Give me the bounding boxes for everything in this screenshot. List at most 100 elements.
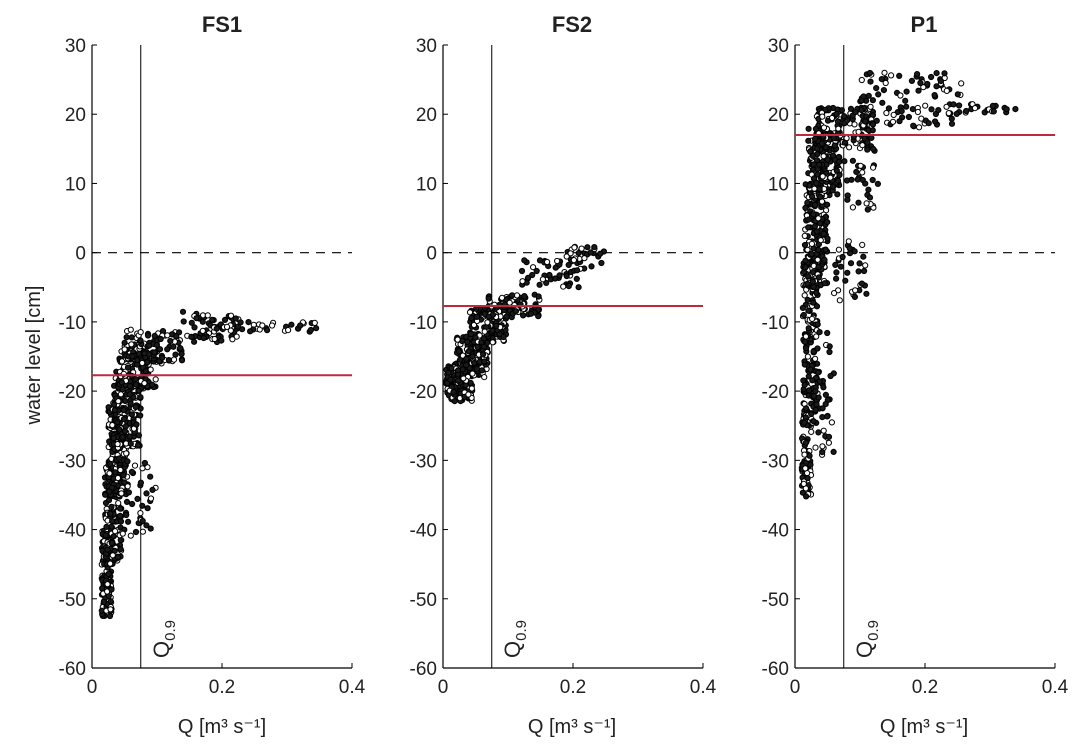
data-point	[141, 350, 148, 357]
data-point	[809, 269, 817, 276]
data-point	[802, 338, 809, 345]
data-point	[574, 267, 581, 274]
data-point	[107, 510, 114, 517]
data-point	[990, 108, 997, 115]
data-point	[147, 366, 154, 373]
data-point	[945, 110, 952, 117]
data-point	[836, 171, 843, 179]
data-point	[147, 495, 155, 502]
y-tick-label: 0	[75, 244, 86, 265]
q09-label: Q0.9	[500, 620, 530, 658]
data-point	[844, 269, 851, 276]
data-point	[851, 293, 859, 300]
data-point	[129, 500, 136, 508]
data-point	[805, 307, 812, 314]
data-point	[180, 318, 187, 325]
data-point	[132, 404, 139, 411]
data-point	[128, 411, 135, 418]
data-point	[120, 407, 127, 414]
data-point	[468, 330, 475, 338]
data-point	[834, 118, 842, 125]
data-point	[827, 174, 834, 181]
data-point	[857, 162, 864, 169]
data-point	[815, 274, 823, 281]
data-point	[817, 193, 824, 200]
data-point	[525, 274, 532, 281]
data-point	[950, 101, 957, 108]
data-point	[114, 441, 121, 448]
data-point	[815, 263, 822, 270]
data-point	[869, 121, 877, 128]
data-point	[801, 232, 808, 239]
data-point	[836, 297, 843, 304]
data-point	[112, 528, 119, 535]
data-point	[188, 319, 195, 326]
data-point	[521, 257, 528, 264]
data-point	[481, 328, 488, 335]
data-point	[520, 312, 527, 319]
data-point	[463, 355, 470, 362]
data-point	[137, 337, 144, 344]
data-point	[827, 372, 834, 380]
data-point	[847, 260, 855, 267]
data-point	[830, 134, 837, 142]
data-point	[866, 69, 874, 77]
q09-label: Q0.9	[149, 620, 179, 658]
data-point	[584, 244, 591, 251]
data-point	[935, 107, 942, 114]
data-point	[123, 511, 130, 519]
data-point	[144, 359, 151, 366]
data-point	[137, 329, 144, 336]
data-point	[530, 264, 537, 271]
data-point	[799, 304, 807, 311]
data-point	[836, 158, 843, 165]
data-point	[819, 449, 826, 456]
data-point	[132, 528, 140, 536]
data-point	[245, 319, 252, 326]
data-point	[269, 322, 276, 329]
data-point	[173, 333, 180, 340]
data-point	[127, 440, 134, 447]
data-point	[813, 228, 821, 235]
data-point	[897, 92, 904, 99]
data-point	[808, 250, 815, 257]
data-point	[536, 257, 544, 264]
data-point	[450, 389, 457, 396]
data-point	[933, 70, 940, 77]
data-point	[188, 333, 195, 340]
data-point	[159, 354, 166, 361]
data-point	[124, 483, 131, 490]
y-tick-label: 30	[65, 36, 86, 57]
data-point	[824, 235, 831, 242]
data-point	[117, 518, 125, 525]
data-point	[867, 103, 874, 110]
data-point	[167, 337, 174, 345]
data-point	[126, 391, 133, 398]
data-point	[112, 469, 119, 476]
data-point	[1012, 106, 1019, 113]
data-point	[106, 470, 113, 477]
x-tick-label: 0.4	[690, 677, 717, 698]
data-point	[859, 241, 866, 248]
x-tick-label: 0.4	[1042, 677, 1069, 698]
data-point	[819, 405, 826, 412]
y-tick-label: -30	[762, 451, 789, 472]
data-point	[164, 346, 171, 353]
data-point	[989, 102, 997, 110]
data-point	[117, 546, 124, 553]
data-point	[855, 128, 862, 135]
data-point	[311, 319, 318, 326]
data-point	[941, 70, 948, 77]
data-point	[869, 176, 876, 184]
data-point	[152, 376, 159, 383]
data-point	[179, 308, 187, 315]
data-point	[807, 461, 814, 468]
data-point	[928, 106, 935, 113]
data-point	[825, 439, 833, 446]
data-point	[110, 435, 117, 442]
data-point	[468, 385, 475, 392]
data-point	[805, 387, 813, 394]
data-point	[221, 316, 229, 323]
data-point	[508, 292, 516, 299]
